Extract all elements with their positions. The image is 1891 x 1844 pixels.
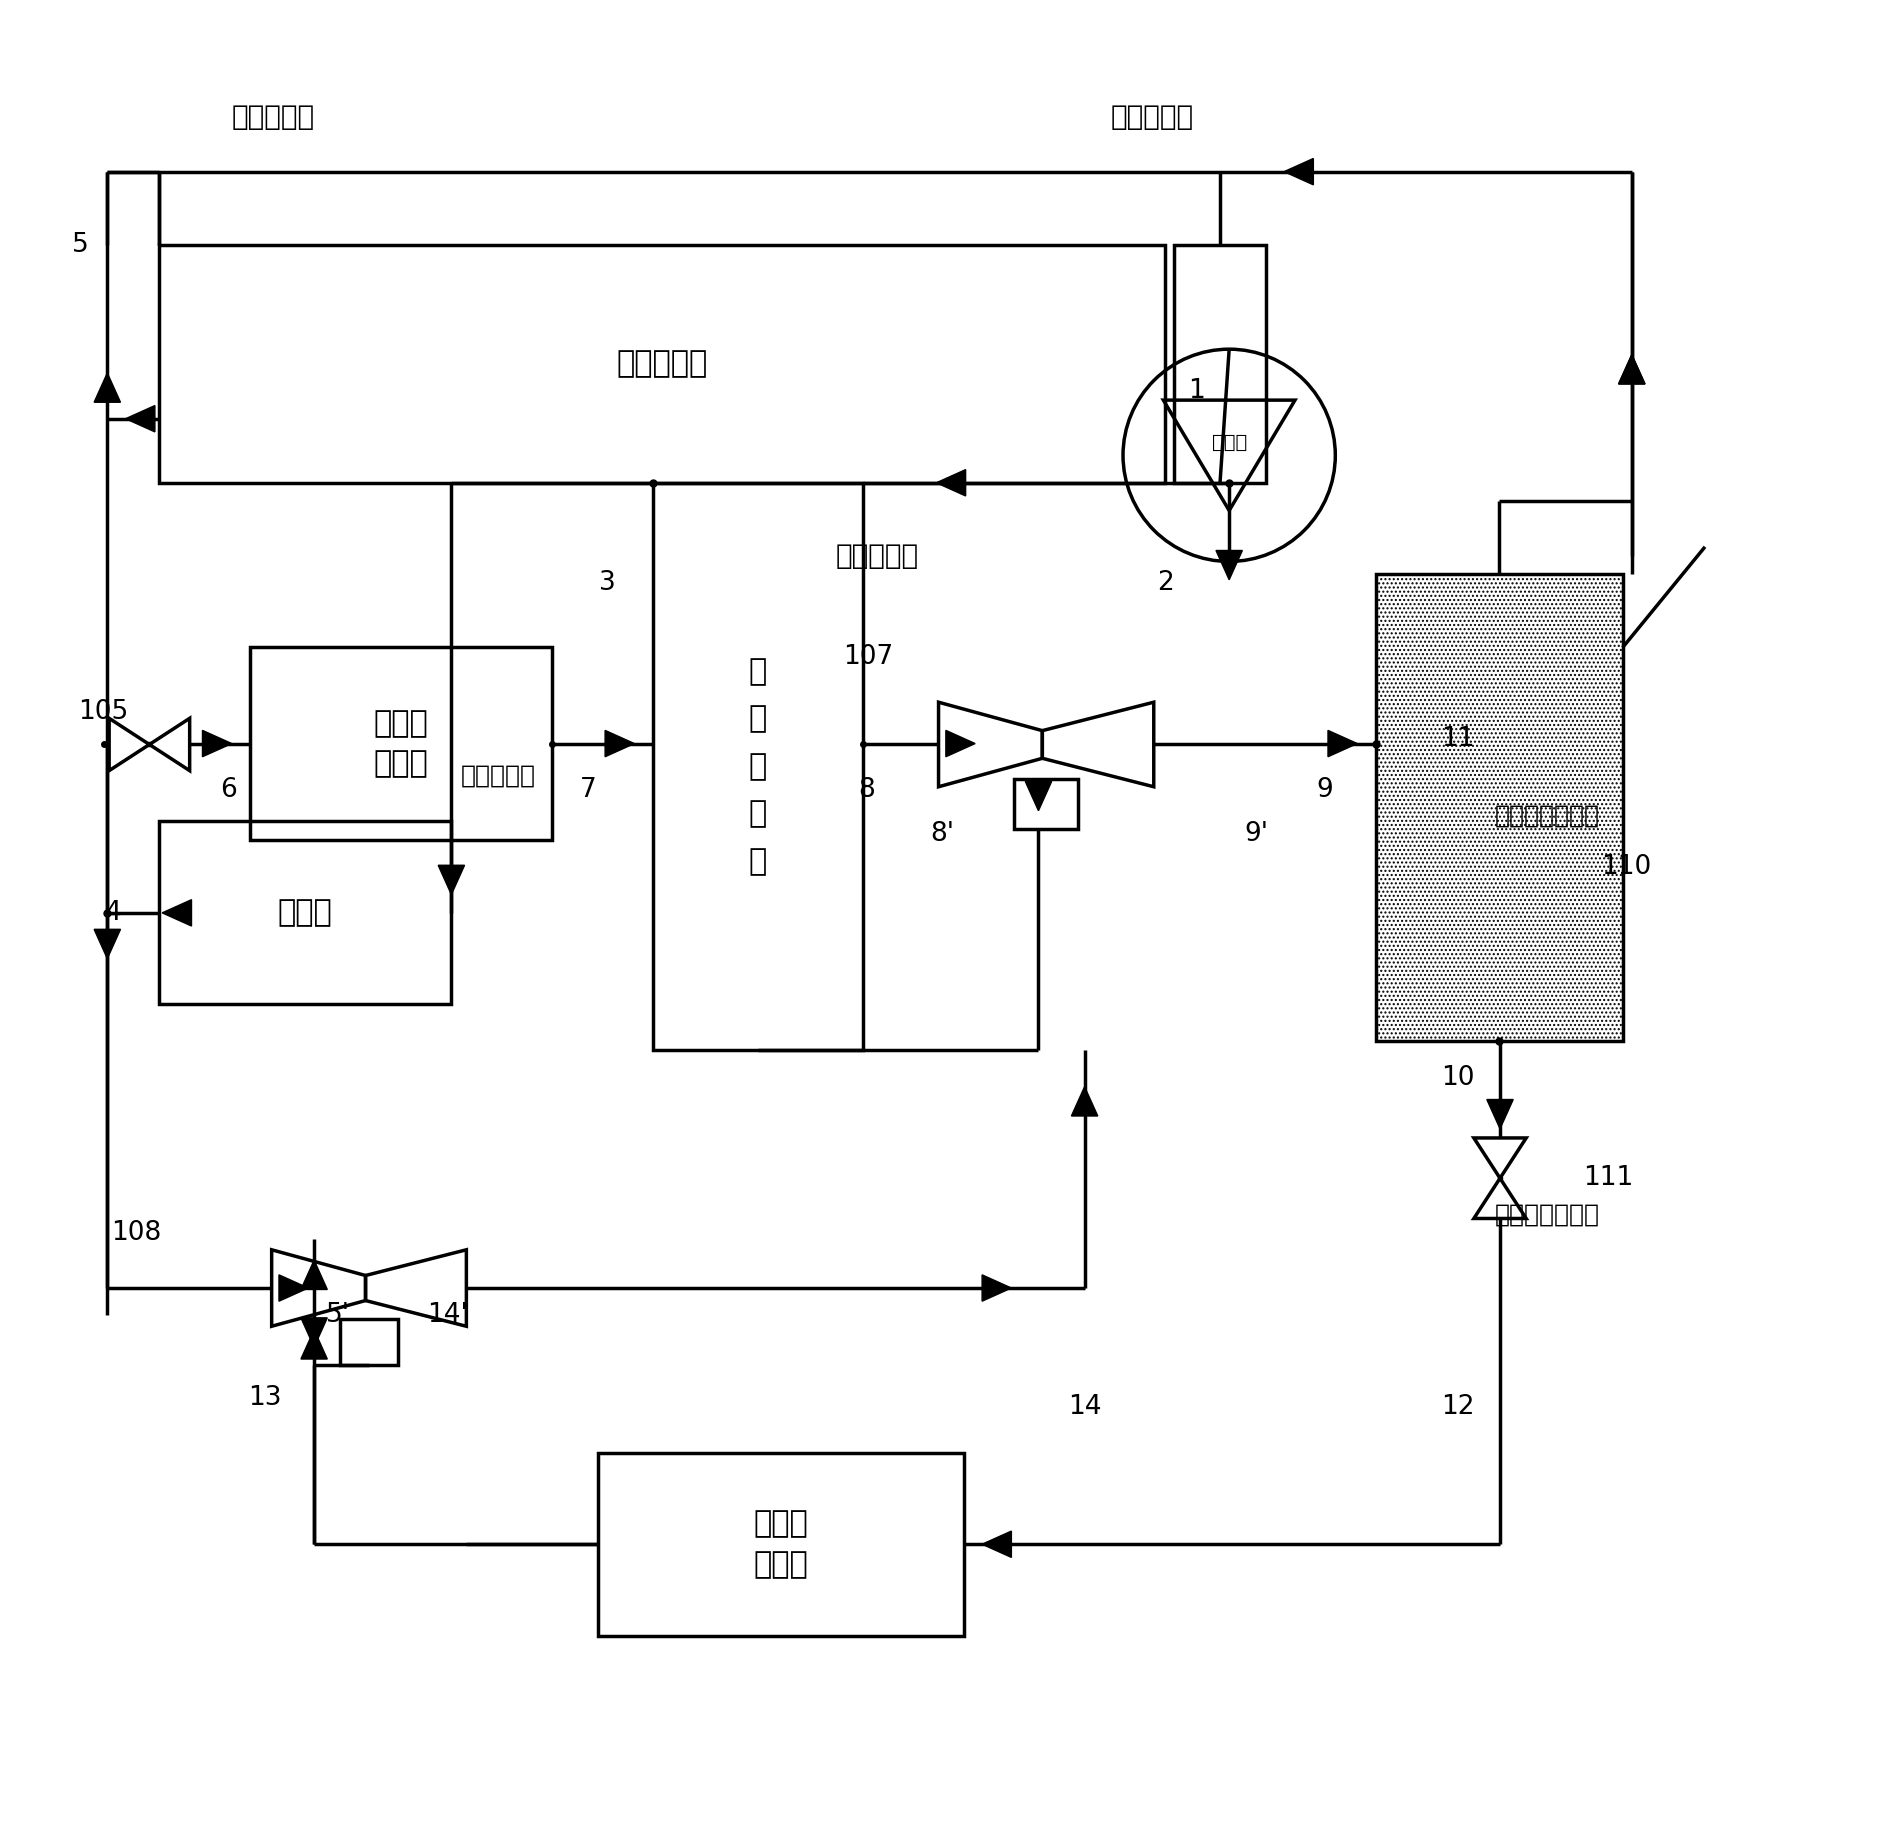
- Polygon shape: [95, 929, 121, 959]
- Text: 111: 111: [1583, 1165, 1634, 1191]
- Text: 3: 3: [599, 570, 615, 596]
- Text: 1: 1: [1188, 378, 1205, 404]
- Polygon shape: [95, 372, 121, 402]
- Text: 105: 105: [79, 699, 129, 725]
- Polygon shape: [946, 730, 976, 756]
- Polygon shape: [936, 470, 966, 496]
- Text: 5: 5: [72, 232, 89, 258]
- Polygon shape: [1025, 782, 1051, 811]
- Text: 14: 14: [1068, 1394, 1101, 1420]
- Text: 冷冻室
蒸发器: 冷冻室 蒸发器: [753, 1510, 807, 1578]
- Text: 饱和气态制冷剂: 饱和气态制冷剂: [1494, 804, 1600, 828]
- Text: 11: 11: [1441, 727, 1475, 752]
- Polygon shape: [981, 1531, 1012, 1558]
- Bar: [1375, 573, 1622, 1042]
- Text: 排
气
回
热
器: 排 气 回 热 器: [749, 656, 768, 876]
- Polygon shape: [202, 730, 233, 756]
- Bar: [159, 245, 1165, 483]
- Polygon shape: [280, 1274, 308, 1302]
- Text: 13: 13: [248, 1385, 282, 1411]
- Text: 热流体通道: 热流体通道: [836, 542, 919, 570]
- Bar: [598, 1453, 964, 1636]
- Text: 4: 4: [104, 900, 121, 926]
- Polygon shape: [1619, 354, 1645, 384]
- Text: 10: 10: [1441, 1064, 1475, 1090]
- Text: 110: 110: [1602, 854, 1651, 880]
- Polygon shape: [1072, 1086, 1099, 1116]
- Text: 107: 107: [843, 644, 894, 669]
- Text: 12: 12: [1441, 1394, 1475, 1420]
- Text: 14': 14': [427, 1302, 469, 1328]
- Bar: [250, 647, 552, 839]
- Text: 吸气回热器: 吸气回热器: [616, 349, 707, 378]
- Polygon shape: [1486, 1099, 1513, 1129]
- Text: 9': 9': [1244, 821, 1269, 846]
- Polygon shape: [163, 900, 191, 926]
- Text: 8: 8: [859, 776, 876, 804]
- Text: 热流体通道: 热流体通道: [233, 103, 316, 131]
- Polygon shape: [301, 1318, 327, 1348]
- Text: 8': 8': [930, 821, 953, 846]
- Polygon shape: [301, 1330, 327, 1359]
- Text: 6: 6: [219, 776, 236, 804]
- Polygon shape: [125, 406, 155, 431]
- Text: 108: 108: [112, 1221, 163, 1247]
- Text: 压缩机: 压缩机: [1212, 433, 1246, 452]
- Text: 冷藏室
蒸发器: 冷藏室 蒸发器: [374, 708, 429, 778]
- Bar: [652, 483, 862, 1049]
- Text: 冷凝器: 冷凝器: [278, 898, 333, 928]
- Polygon shape: [301, 1259, 327, 1289]
- Polygon shape: [1619, 354, 1645, 384]
- Text: 9: 9: [1316, 776, 1333, 804]
- Text: 饱和液态制冷剂: 饱和液态制冷剂: [1494, 1202, 1600, 1226]
- Text: 7: 7: [581, 776, 598, 804]
- Polygon shape: [981, 1274, 1012, 1302]
- Bar: [159, 821, 452, 1005]
- Text: 冷流体通道: 冷流体通道: [461, 763, 535, 787]
- Text: 2: 2: [1157, 570, 1174, 596]
- Bar: [340, 1318, 399, 1365]
- Polygon shape: [1216, 551, 1242, 579]
- Text: 冷流体通道: 冷流体通道: [1110, 103, 1193, 131]
- Polygon shape: [605, 730, 633, 756]
- Polygon shape: [1284, 159, 1314, 184]
- Text: 5': 5': [325, 1302, 350, 1328]
- Polygon shape: [439, 865, 465, 894]
- Bar: [1174, 245, 1265, 483]
- Polygon shape: [1327, 730, 1358, 756]
- Bar: [1014, 778, 1078, 830]
